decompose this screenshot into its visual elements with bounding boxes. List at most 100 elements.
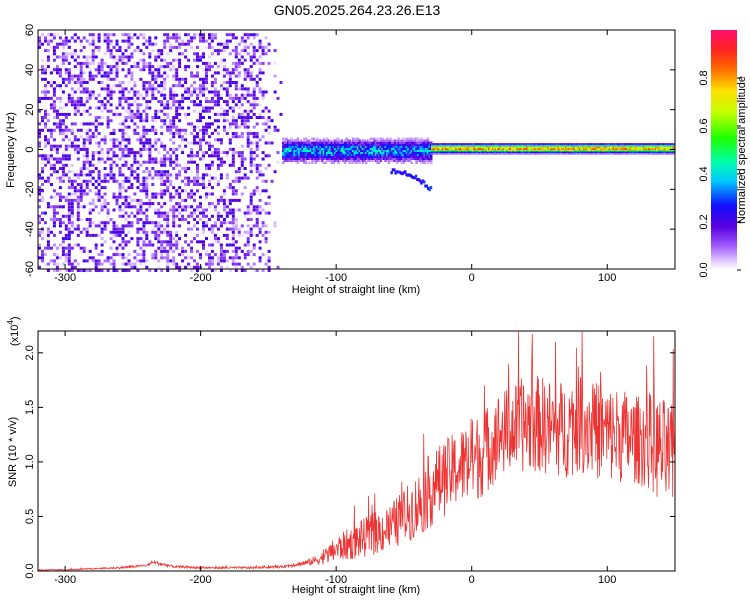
- heatmap-cell: [112, 224, 116, 228]
- heatmap-cell: [252, 100, 256, 104]
- heatmap-cell: [430, 159, 433, 162]
- heatmap-cell: [225, 265, 229, 269]
- heatmap-cell: [488, 152, 490, 155]
- heatmap-cell: [61, 173, 65, 177]
- heatmap-cell: [76, 262, 80, 266]
- heatmap-cell: [246, 144, 250, 148]
- heatmap-cell: [160, 84, 164, 88]
- heatmap-cell: [82, 192, 86, 196]
- heatmap-cell: [166, 249, 170, 253]
- heatmap-cell: [190, 195, 194, 199]
- heatmap-cell: [139, 198, 143, 202]
- heatmap-cell: [604, 144, 607, 147]
- heatmap-cell: [653, 146, 655, 149]
- heatmap-cell: [379, 149, 382, 152]
- heatmap-cell: [199, 195, 202, 199]
- heatmap-cell: [73, 100, 77, 104]
- heatmap-cell: [439, 152, 441, 155]
- heatmap-cell: [166, 189, 170, 193]
- heatmap-cell: [586, 151, 589, 154]
- heatmap-cell: [55, 125, 59, 129]
- heatmap-cell: [565, 151, 567, 154]
- heatmap-cell: [534, 144, 536, 147]
- heatmap-cell: [145, 195, 149, 199]
- heatmap-cell: [163, 112, 167, 116]
- heatmap-cell: [288, 147, 291, 150]
- heatmap-cell: [369, 141, 373, 144]
- heatmap-cell: [148, 36, 152, 40]
- heatmap-cell: [573, 152, 575, 155]
- heatmap-cell: [392, 149, 396, 152]
- heatmap-cell: [498, 146, 501, 149]
- heatmap-cell: [61, 262, 65, 266]
- heatmap-cell: [115, 198, 119, 202]
- heatmap-cell: [91, 77, 95, 81]
- heatmap-cell: [412, 157, 415, 160]
- heatmap-cell: [255, 189, 259, 193]
- heatmap-cell: [382, 153, 386, 156]
- heatmap-cell: [169, 237, 173, 241]
- heatmap-cell: [148, 39, 152, 43]
- heatmap-cell: [109, 77, 113, 81]
- heatmap-cell: [145, 132, 149, 135]
- heatmap-cell: [222, 100, 226, 104]
- heatmap-cell: [596, 152, 598, 155]
- heatmap-cell: [246, 52, 250, 56]
- heatmap-cell: [97, 176, 101, 180]
- heatmap-cell: [361, 161, 365, 164]
- heatmap-cell: [106, 256, 110, 260]
- heatmap-cell: [67, 198, 71, 202]
- heatmap-cell: [118, 128, 122, 132]
- heatmap-cell: [350, 143, 353, 146]
- heatmap-cell: [213, 176, 217, 180]
- heatmap-cell: [187, 256, 191, 260]
- heatmap-cell: [64, 147, 68, 151]
- heatmap-cell: [228, 243, 232, 247]
- heatmap-cell: [309, 157, 313, 160]
- heatmap-cell: [475, 152, 478, 155]
- heatmap-cell: [338, 155, 342, 158]
- heatmap-cell: [139, 208, 143, 212]
- heatmap-cell: [403, 170, 407, 174]
- heatmap-cell: [637, 152, 639, 155]
- heatmap-cell: [582, 149, 585, 152]
- heatmap-cell: [312, 149, 316, 152]
- heatmap-cell: [139, 205, 143, 209]
- heatmap-cell: [70, 230, 74, 234]
- heatmap-cell: [169, 96, 173, 100]
- heatmap-cell: [501, 152, 504, 155]
- heatmap-cell: [524, 147, 527, 150]
- heatmap-cell: [276, 151, 280, 155]
- heatmap-cell: [216, 147, 220, 151]
- heatmap-cell: [607, 146, 609, 149]
- heatmap-cell: [97, 173, 101, 177]
- heatmap-cell: [234, 68, 238, 72]
- heatmap-cell: [475, 149, 478, 152]
- heatmap-cell: [166, 221, 170, 225]
- heatmap-cell: [267, 109, 271, 113]
- heatmap-cell: [501, 147, 504, 150]
- heatmap-cell: [41, 90, 44, 94]
- heatmap-cell: [615, 152, 617, 155]
- heatmap-cell: [142, 189, 146, 193]
- heatmap-cell: [41, 58, 44, 62]
- heatmap-cell: [58, 221, 62, 225]
- heatmap-cell: [46, 233, 50, 237]
- heatmap-cell: [58, 179, 62, 183]
- heatmap-cell: [100, 249, 104, 253]
- heatmap-cell: [70, 163, 74, 167]
- heatmap-cell: [395, 157, 399, 160]
- heatmap-cell: [538, 149, 540, 152]
- heatmap-cell: [133, 65, 137, 69]
- heatmap-cell: [342, 141, 345, 144]
- heatmap-cell: [136, 112, 140, 116]
- heatmap-cell: [614, 144, 616, 147]
- heatmap-cell: [470, 152, 472, 155]
- heatmap-cell: [139, 93, 143, 97]
- heatmap-cell: [157, 227, 161, 231]
- heatmap-cell: [118, 122, 122, 126]
- heatmap-cell: [273, 74, 277, 78]
- heatmap-cell: [332, 155, 335, 158]
- heatmap-cell: [343, 161, 347, 164]
- heatmap-cell: [202, 230, 205, 234]
